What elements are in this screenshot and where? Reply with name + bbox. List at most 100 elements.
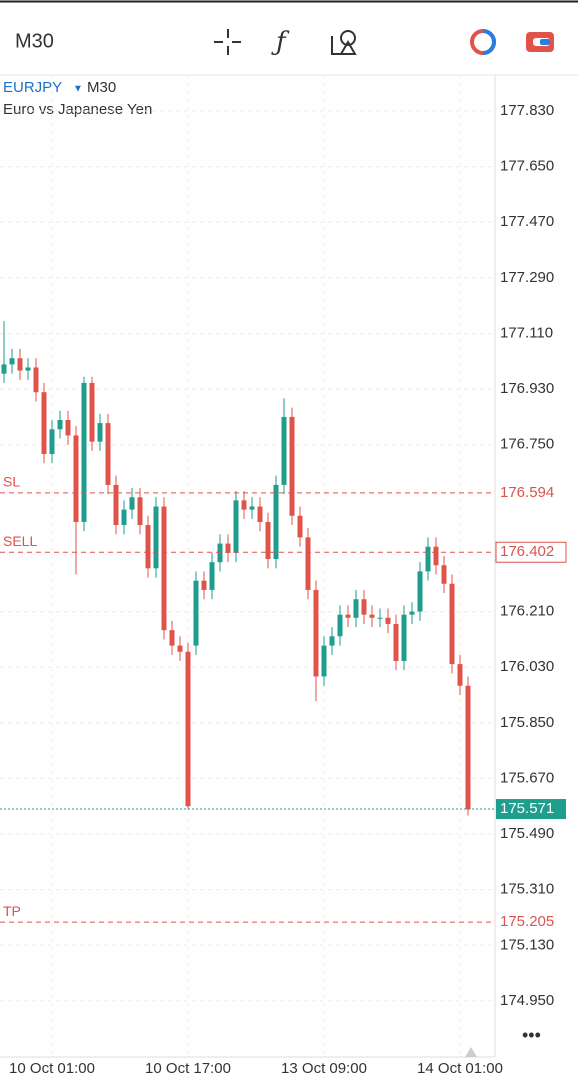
candle-body xyxy=(113,484,119,526)
candle-body xyxy=(265,521,271,560)
candle-body xyxy=(457,664,463,686)
candle-body xyxy=(17,358,23,371)
level-label: 175.205 xyxy=(500,913,554,930)
candle-body xyxy=(217,543,223,563)
candle-body xyxy=(225,543,231,553)
level-label: 176.594 xyxy=(500,484,554,501)
candle-body xyxy=(465,685,471,810)
level-name: TP xyxy=(3,903,21,919)
candle-body xyxy=(161,506,167,631)
level-label: 176.402 xyxy=(500,543,554,560)
candle-body xyxy=(289,416,295,516)
candle-body xyxy=(65,420,71,436)
y-tick-label: 175.310 xyxy=(500,881,554,898)
y-tick-label: 177.650 xyxy=(500,158,554,175)
y-tick-label: 176.750 xyxy=(500,436,554,453)
candle-body xyxy=(33,367,39,393)
description: Euro vs Japanese Yen xyxy=(3,101,152,118)
candle-body xyxy=(25,367,31,371)
indicator-icon[interactable]: ƒ xyxy=(271,27,290,57)
candle-body xyxy=(153,506,159,569)
crosshair-icon[interactable] xyxy=(214,29,241,55)
candle-body xyxy=(57,420,63,430)
level-name: SELL xyxy=(3,533,37,549)
top-bar xyxy=(0,0,578,75)
candle-body xyxy=(305,537,311,590)
candle-body xyxy=(393,623,399,662)
candle-body xyxy=(81,382,87,522)
candle-body xyxy=(409,611,415,615)
candle-body xyxy=(1,364,7,374)
candle-body xyxy=(353,599,359,618)
x-tick-label: 10 Oct 01:00 xyxy=(9,1060,95,1077)
objects-icon[interactable] xyxy=(331,30,357,55)
candle-body xyxy=(433,546,439,566)
candle-body xyxy=(297,515,303,538)
y-tick-label: 176.030 xyxy=(500,658,554,675)
trade-icon[interactable] xyxy=(470,29,496,55)
level-label-box xyxy=(496,482,566,503)
x-tick-label: 10 Oct 17:00 xyxy=(145,1060,231,1077)
candle-body xyxy=(425,546,431,572)
candle-body xyxy=(97,423,103,442)
candle-body xyxy=(169,630,175,646)
candle-body xyxy=(129,497,135,510)
y-tick-label: 177.470 xyxy=(500,213,554,230)
candle-body xyxy=(337,614,343,637)
y-tick-label: 177.110 xyxy=(500,324,553,341)
candle-body xyxy=(193,580,199,646)
candle-body xyxy=(321,645,327,677)
candle-body xyxy=(121,509,127,526)
candle-body xyxy=(257,506,263,522)
x-tick-label: 14 Oct 01:00 xyxy=(417,1060,503,1077)
level-name: SL xyxy=(3,474,20,490)
y-tick-label: 176.930 xyxy=(500,380,554,397)
candle-body xyxy=(73,435,79,522)
symbol-dropdown[interactable]: ▼ xyxy=(73,84,83,95)
candle-body xyxy=(281,416,287,485)
candle-body xyxy=(185,651,191,807)
y-tick-label: 175.850 xyxy=(500,714,554,731)
y-tick-label: 175.130 xyxy=(500,936,554,953)
candle-body xyxy=(105,423,111,485)
y-tick-label: 175.670 xyxy=(500,769,554,786)
candle-body xyxy=(401,614,407,662)
level-label-box xyxy=(496,912,566,933)
x-tick-label: 13 Oct 09:00 xyxy=(281,1060,367,1077)
account-icon[interactable] xyxy=(526,32,554,52)
candle-body xyxy=(417,571,423,612)
candle-body xyxy=(201,580,207,590)
symbol[interactable]: EURJPY xyxy=(3,79,62,96)
candle-body xyxy=(313,589,319,677)
candle-body xyxy=(145,525,151,569)
candle-body xyxy=(369,614,375,618)
candle-body xyxy=(385,617,391,624)
y-tick-label: 175.490 xyxy=(500,825,554,842)
y-tick-label: 174.950 xyxy=(500,992,554,1009)
candle-body xyxy=(41,392,47,454)
candle-body xyxy=(137,497,143,526)
scroll-marker[interactable] xyxy=(465,1047,477,1057)
candle-body xyxy=(209,562,215,590)
chart-timeframe: M30 xyxy=(87,79,116,96)
more-button[interactable]: ••• xyxy=(522,1025,541,1045)
candle-body xyxy=(89,382,95,442)
candle-body xyxy=(441,565,447,584)
candle-body xyxy=(241,500,247,510)
candle-body xyxy=(377,617,383,619)
candle-body xyxy=(233,500,239,553)
y-tick-label: 177.290 xyxy=(500,269,554,286)
candle-body xyxy=(361,599,367,615)
level-label-box xyxy=(496,799,566,820)
candle-body xyxy=(273,484,279,560)
candle-body xyxy=(177,645,183,652)
candle-body xyxy=(345,614,351,618)
level-label: 175.571 xyxy=(500,800,554,817)
candle-body xyxy=(49,429,55,454)
timeframe-button[interactable]: M30 xyxy=(15,30,54,52)
y-tick-label: 176.210 xyxy=(500,603,554,620)
candle-body xyxy=(449,583,455,665)
level-label-box xyxy=(495,541,567,563)
